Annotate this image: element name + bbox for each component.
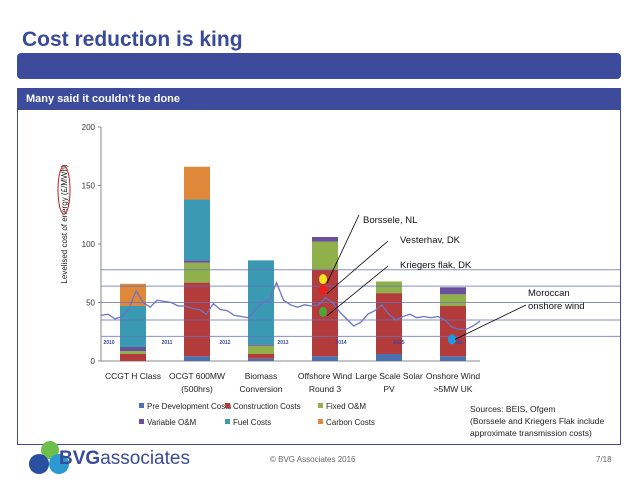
bvg-logo-icon [29, 441, 69, 474]
bar-segment [184, 260, 210, 263]
bar-segment [184, 356, 210, 361]
legend-swatch [139, 419, 144, 424]
year-label: 2011 [162, 340, 173, 346]
year-label: 2016 [451, 340, 462, 346]
y-tick-label: 100 [82, 240, 96, 249]
category-label: Offshore Wind [298, 371, 352, 381]
page-title: Cost reduction is king [22, 28, 243, 51]
bar-segment [376, 293, 402, 354]
title-banner [17, 53, 621, 79]
sources-line: approximate transmission costs) [470, 428, 592, 438]
marker-dot [319, 274, 327, 285]
annotation-label: Borssele, NL [363, 215, 417, 226]
bar-segment [184, 166, 210, 200]
box-title: Many said it couldn’t be done [18, 89, 620, 110]
bvg-logo: BVGassociates [59, 448, 190, 469]
annotation-arrow [326, 214, 360, 284]
marker-dot [319, 284, 327, 295]
year-label: 2015 [393, 340, 404, 346]
legend-swatch [318, 419, 323, 424]
bar-segment [120, 346, 146, 352]
legend-label: Fuel Costs [233, 418, 271, 427]
bar-segment [440, 287, 466, 295]
bar-segment [120, 283, 146, 307]
bar-segment [184, 199, 210, 261]
y-tick-label: 0 [91, 357, 96, 366]
bar-segment [248, 345, 274, 354]
legend-label: Variable O&M [147, 418, 197, 427]
marker-dot [448, 334, 456, 345]
annotation-label: Moroccan [528, 288, 570, 299]
bar-segment [184, 262, 210, 283]
category-label: >5MW UK [434, 384, 473, 394]
annotation-arrow [326, 265, 389, 317]
annotation-arrow [454, 304, 527, 340]
year-label: 2012 [219, 340, 230, 346]
y-tick-label: 50 [86, 299, 95, 308]
y-tick-label: 150 [82, 182, 96, 191]
legend-swatch [318, 403, 323, 408]
annotation-label: Vesterhav, DK [400, 235, 461, 246]
category-label: Large Scale Solar [355, 371, 423, 381]
legend-swatch [139, 403, 144, 408]
legend-label: Fixed O&M [326, 402, 366, 411]
bar-segment [440, 356, 466, 361]
bar-segment [312, 241, 338, 270]
bar-segment [248, 353, 274, 359]
bar-segment [312, 356, 338, 361]
marker-dot [319, 306, 327, 317]
bar-segment [184, 282, 210, 357]
legend-swatch [225, 403, 230, 408]
highlight-ellipse [57, 165, 71, 215]
category-label: OCGT 600MW [169, 371, 225, 381]
year-label: 2013 [277, 340, 288, 346]
bar-segment [120, 306, 146, 347]
annotation-label: Kriegers flak, DK [400, 260, 472, 271]
category-label: Round 3 [309, 384, 341, 394]
bar-segment [120, 353, 146, 361]
annotation-arrow [326, 240, 389, 294]
content-box: Many said it couldn’t be done [17, 88, 621, 445]
legend-label: Carbon Costs [326, 418, 375, 427]
category-label: Onshore Wind [426, 371, 481, 381]
bar-segment [312, 236, 338, 242]
sources-line: Sources: BEIS, Ofgem [470, 404, 556, 414]
bar-segment [248, 344, 274, 346]
category-label: Biomass [245, 371, 278, 381]
year-label: 2010 [103, 340, 114, 346]
sources-note: Sources: BEIS, Ofgem (Borssele and Krieg… [470, 403, 604, 439]
y-axis-label: Levelised cost of energy (£/MWh) [60, 164, 69, 283]
year-label: 2014 [335, 340, 346, 346]
category-label: CCGT H Class [105, 371, 161, 381]
bar-segment [440, 306, 466, 357]
copyright: © BVG Associates 2016 [270, 455, 356, 464]
category-label: PV [383, 384, 395, 394]
annotation-label: onshore wind [528, 301, 585, 312]
bar-segment [248, 358, 274, 361]
bar-segment [376, 281, 402, 294]
legend-label: Construction Costs [233, 402, 301, 411]
bar-segment [120, 351, 146, 354]
legend-swatch [225, 419, 230, 424]
category-label: (500hrs) [181, 384, 213, 394]
y-tick-label: 200 [82, 123, 96, 132]
page-number: 7/18 [596, 455, 612, 464]
price-line [100, 280, 481, 331]
category-label: Conversion [240, 384, 283, 394]
bar-segment [376, 353, 402, 361]
bar-segment [440, 294, 466, 307]
legend-label: Pre Development Costs [147, 402, 231, 411]
sources-line: (Borssele and Kriegers Flak include [470, 416, 605, 426]
